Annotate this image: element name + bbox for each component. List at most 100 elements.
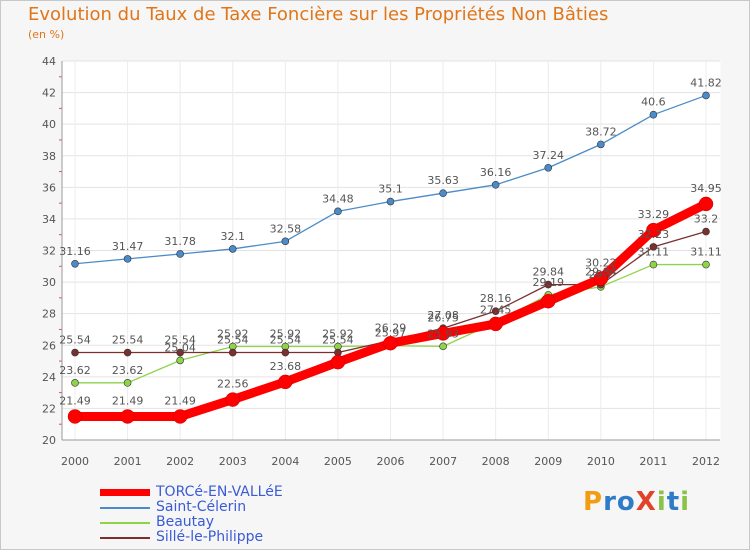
x-tick-label: 2006	[377, 455, 405, 468]
data-point	[435, 326, 451, 341]
data-label: 21.49	[59, 394, 91, 407]
data-label: 23.62	[59, 364, 91, 377]
y-tick-label: 34	[42, 213, 56, 226]
data-point	[544, 163, 553, 172]
data-label: 32.58	[270, 222, 302, 235]
legend-label: TORCé-EN-VALLéE	[156, 484, 283, 500]
data-label: 25.93	[427, 327, 459, 340]
x-tick-label: 2008	[482, 455, 510, 468]
data-point	[386, 197, 395, 206]
data-point	[649, 243, 658, 251]
data-point	[491, 307, 500, 315]
data-point	[649, 260, 658, 269]
y-tick-label: 28	[42, 308, 56, 321]
data-point	[120, 409, 135, 424]
data-label: 40.6	[641, 96, 666, 109]
data-label: 33.2	[694, 213, 719, 226]
data-label: 26.75	[427, 311, 459, 324]
data-label: 36.16	[480, 166, 512, 179]
data-label: 31.11	[690, 246, 722, 259]
data-label: 41.82	[690, 76, 722, 89]
data-label: 37.24	[533, 149, 565, 162]
x-tick-label: 2005	[324, 455, 352, 468]
data-point	[71, 348, 79, 357]
data-label: 25.54	[164, 334, 196, 347]
x-tick-label: 2000	[61, 455, 89, 468]
data-point	[383, 335, 398, 351]
data-label: 25.92	[270, 328, 302, 341]
data-point	[488, 316, 503, 332]
chart-subtitle: (en %)	[28, 28, 65, 41]
data-label: 21.49	[164, 394, 196, 407]
data-point	[649, 110, 658, 119]
legend-label: Beautay	[156, 514, 215, 530]
data-label: 35.63	[427, 174, 459, 187]
data-point	[281, 237, 290, 246]
y-tick-label: 36	[42, 181, 56, 194]
y-tick-label: 30	[42, 276, 56, 289]
data-point	[278, 374, 293, 390]
data-point	[544, 280, 553, 289]
legend-swatch	[100, 522, 150, 524]
data-point	[176, 356, 184, 365]
legend-label: Sillé-le-Philippe	[156, 529, 264, 545]
data-label: 28.16	[480, 292, 512, 305]
data-point	[71, 259, 79, 268]
y-tick-label: 40	[42, 118, 56, 131]
data-point	[123, 255, 132, 263]
x-tick-label: 2001	[114, 455, 142, 468]
legend-swatch	[100, 537, 150, 539]
data-label: 38.72	[585, 125, 617, 138]
data-label: 21.49	[112, 394, 144, 407]
data-label: 25.54	[59, 334, 91, 347]
data-label: 25.97	[375, 327, 407, 340]
data-label: 34.48	[322, 192, 354, 205]
data-label: 26.29	[375, 322, 407, 335]
data-point	[330, 354, 346, 370]
data-label: 29.7	[589, 268, 614, 281]
data-label: 25.92	[322, 328, 354, 341]
data-point	[439, 342, 447, 351]
data-point	[593, 271, 609, 286]
data-label: 23.62	[112, 364, 144, 377]
data-label: 25.54	[270, 334, 302, 347]
data-label: 31.78	[164, 235, 196, 248]
data-label: 32.1	[221, 230, 246, 243]
data-label: 25.54	[112, 334, 144, 347]
data-label: 31.11	[638, 246, 670, 259]
data-label: 31.16	[59, 245, 91, 258]
data-point	[172, 409, 188, 424]
data-label: 35.1	[378, 183, 403, 196]
x-tick-label: 2010	[587, 455, 615, 468]
data-label: 32.23	[638, 228, 670, 241]
data-point	[702, 260, 710, 269]
data-point	[67, 409, 83, 424]
legend-swatch	[100, 507, 150, 509]
data-label: 29.84	[533, 266, 565, 279]
data-point	[225, 392, 240, 407]
y-tick-label: 22	[42, 402, 56, 415]
y-tick-label: 26	[42, 339, 56, 352]
data-point	[646, 222, 661, 238]
data-label: 33.29	[638, 208, 670, 221]
data-label: 25.92	[217, 328, 249, 341]
data-point	[334, 207, 342, 216]
y-tick-label: 38	[42, 150, 56, 163]
y-tick-label: 24	[42, 371, 56, 384]
data-point	[491, 181, 500, 189]
y-tick-label: 20	[42, 434, 56, 447]
y-tick-label: 44	[42, 55, 56, 68]
data-label: 29.84	[585, 266, 617, 279]
x-tick-label: 2011	[639, 455, 667, 468]
data-label: 27.08	[427, 309, 459, 322]
data-point	[702, 91, 710, 100]
data-label: 23.68	[270, 360, 302, 373]
data-label: 27.45	[480, 303, 512, 316]
data-point	[281, 348, 290, 357]
data-point	[123, 379, 132, 387]
data-label: 29.19	[533, 276, 565, 289]
legend-swatch	[100, 489, 150, 496]
chart-title: Evolution du Taux de Taxe Foncière sur l…	[28, 4, 609, 25]
data-point	[176, 348, 184, 357]
x-tick-label: 2012	[692, 455, 720, 468]
